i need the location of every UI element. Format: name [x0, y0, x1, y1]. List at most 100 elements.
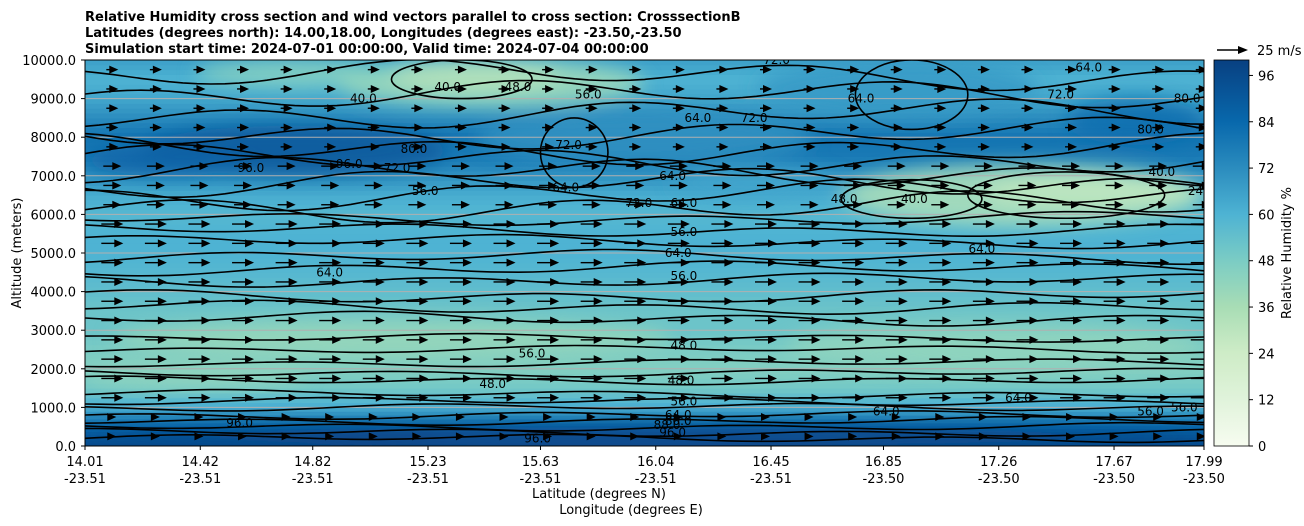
wind-vector-head	[1203, 374, 1204, 383]
contour-label: 48.0	[479, 377, 506, 391]
x-tick-label-lat: 14.01	[66, 455, 103, 470]
humidity-band	[85, 320, 1204, 326]
wind-vector-head	[112, 200, 122, 209]
wind-vector-head	[588, 123, 598, 132]
wind-vector-head	[942, 393, 952, 402]
wind-vector-head	[417, 162, 427, 171]
wind-vector-head	[767, 258, 777, 267]
wind-vector-head	[548, 200, 558, 209]
x-tick-label-lon: -23.51	[520, 472, 562, 487]
wind-vector-head	[114, 355, 124, 364]
wind-vector-head	[855, 393, 865, 402]
wind-vector-head	[1073, 220, 1083, 229]
wind-vector-head	[288, 316, 298, 325]
chart-title-line-1: Relative Humidity cross section and wind…	[85, 10, 741, 25]
wind-vector-head	[1196, 432, 1204, 441]
wind-vector-head	[853, 181, 863, 190]
wind-vector-head	[506, 355, 516, 364]
contour-label: 64.0	[665, 408, 692, 422]
contour-line	[85, 410, 1204, 420]
colorbar-tick-label: 48	[1258, 255, 1275, 270]
humidity-band	[85, 199, 1204, 206]
wind-vector-head	[898, 258, 908, 267]
wind-vector-head	[152, 65, 162, 74]
wind-vector-head	[1073, 297, 1083, 306]
wind-vector-head	[457, 84, 467, 93]
wind-vector-head	[1024, 104, 1034, 113]
wind-vector-head	[722, 200, 732, 209]
humidity-band	[85, 69, 1204, 75]
contour-label: 64.0	[685, 111, 712, 125]
wind-vector-head	[678, 162, 688, 171]
contour-label: 72.0	[384, 161, 411, 175]
wind-vector-head	[460, 181, 470, 190]
wind-vector-head	[637, 258, 647, 267]
humidity-patch	[110, 318, 673, 358]
wind-vector-head	[680, 220, 690, 229]
x-axis: 14.01 -23.51 14.42 -23.51 14.82 -23.51 15.23 -2…	[64, 446, 1225, 487]
wind-vector-head	[1198, 123, 1204, 132]
wind-vector-head	[896, 162, 906, 171]
wind-vector-head	[332, 355, 342, 364]
wind-vector-head	[680, 335, 690, 344]
wind-vector-head	[809, 200, 819, 209]
humidity-patch	[785, 322, 1204, 369]
contour-line	[85, 427, 1204, 437]
wind-vector-head	[1111, 123, 1121, 132]
x-tick-label-lon: -23.51	[407, 472, 449, 487]
contour-line	[85, 167, 1204, 198]
wind-vector-head	[765, 200, 775, 209]
wind-vector-head	[286, 162, 296, 171]
wind-vector-head	[680, 277, 690, 286]
wind-vector-head	[419, 220, 429, 229]
wind-vector-head	[501, 104, 511, 113]
wind-vector-head	[630, 432, 640, 441]
wind-vector-head	[680, 297, 690, 306]
wind-vector-head	[985, 393, 995, 402]
wind-vector-head	[414, 104, 424, 113]
humidity-band	[85, 422, 1204, 427]
wind-vector-head	[462, 239, 472, 248]
wind-vector-head	[1071, 181, 1081, 190]
y-tick-label: 1000.0	[31, 401, 77, 416]
wind-vector-head	[109, 104, 119, 113]
humidity-band	[85, 60, 1204, 66]
wind-vector-head	[942, 258, 952, 267]
wind-vector-head	[675, 142, 685, 151]
wind-vector-head	[1029, 355, 1039, 364]
wind-vector-head	[114, 393, 124, 402]
wind-vector-head	[332, 239, 342, 248]
wind-vector-head	[1029, 297, 1039, 306]
wind-vector-head	[412, 432, 422, 441]
wind-vector-head	[586, 413, 596, 422]
wind-vector-head	[114, 220, 124, 229]
wind-vector-head	[152, 104, 162, 113]
wind-vector-head	[419, 297, 429, 306]
contour-line	[85, 421, 1204, 432]
wind-vector-head	[1203, 393, 1204, 402]
contour-line	[85, 60, 1204, 92]
wind-vector-head	[240, 123, 250, 132]
wind-vector-head	[114, 335, 124, 344]
humidity-band	[85, 276, 1204, 283]
wind-vector-head	[588, 104, 598, 113]
wind-vector-head	[724, 335, 734, 344]
x-tick-label-lat: 14.82	[294, 455, 331, 470]
contour-label: 64.0	[1005, 391, 1032, 405]
wind-vector-head	[806, 65, 816, 74]
wind-vector-head	[811, 374, 821, 383]
wind-vector-head	[1160, 355, 1170, 364]
wind-vector-head	[238, 432, 248, 441]
wind-vector-head	[680, 374, 690, 383]
contour-label: 64.0	[848, 92, 875, 106]
wind-vector-head	[243, 181, 253, 190]
wind-vector-head	[1111, 65, 1121, 74]
wind-vector-head	[457, 104, 467, 113]
wind-vector-head	[980, 84, 990, 93]
wind-vector-head	[419, 258, 429, 267]
wind-vector-head	[675, 123, 685, 132]
wind-vector-head	[1073, 258, 1083, 267]
wind-vector-head	[240, 84, 250, 93]
wind-vector-head	[855, 258, 865, 267]
contour-label: 80.0	[665, 414, 692, 428]
